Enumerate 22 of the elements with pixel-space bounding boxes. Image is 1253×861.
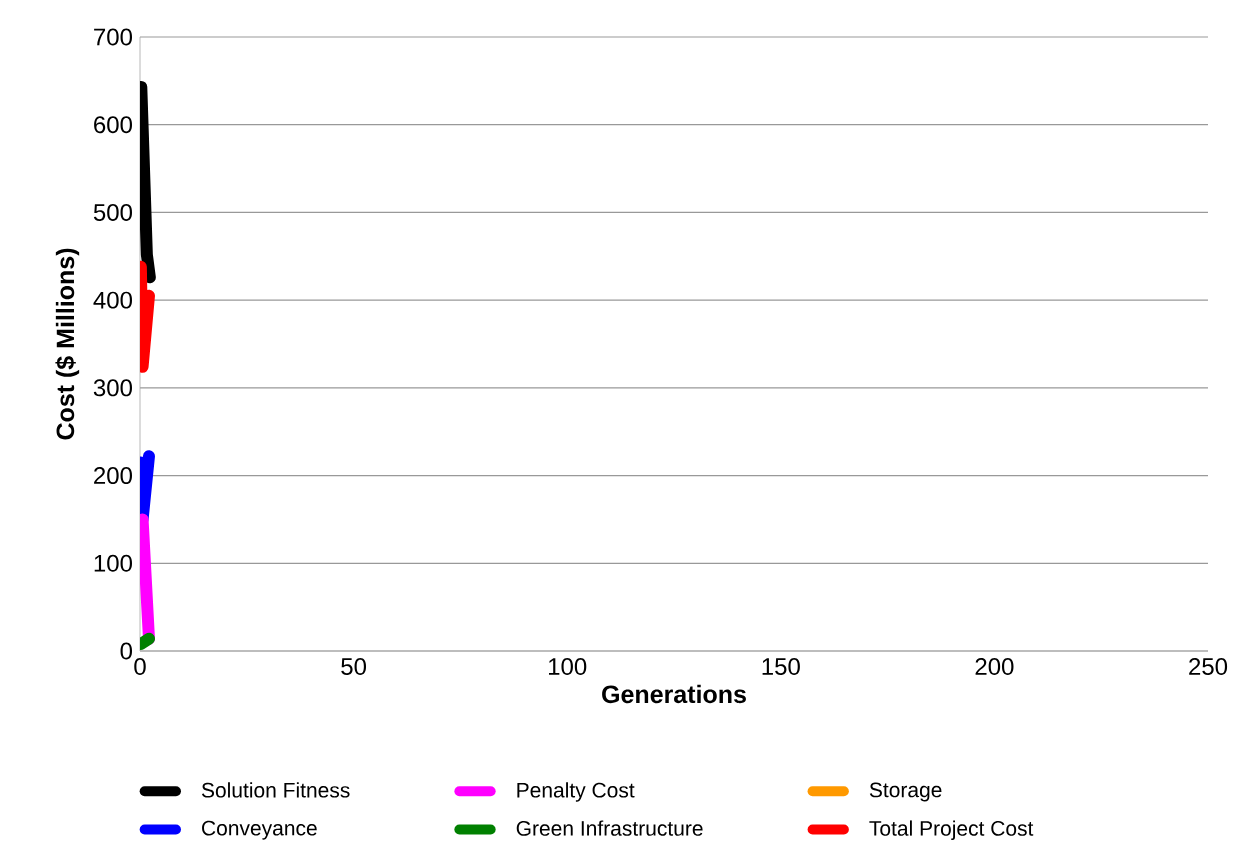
legend-label: Conveyance <box>202 820 317 840</box>
x-axis-title: Generations <box>602 684 746 704</box>
y-tick-label: 100 <box>94 554 133 572</box>
y-tick-label: 300 <box>93 379 133 397</box>
y-tick-label: 700 <box>94 28 133 46</box>
y-tick-label: 400 <box>93 291 133 309</box>
legend-label: Total Project Cost <box>869 820 1034 840</box>
x-tick-label: 100 <box>549 658 587 676</box>
y-tick-label: 500 <box>93 203 133 221</box>
x-tick-label: 200 <box>975 658 1014 676</box>
y-axis-title: Cost ($ Millions) <box>55 248 80 440</box>
x-tick-label: 150 <box>762 658 800 676</box>
legend-label: Storage <box>869 782 942 802</box>
y-tick-label: 0 <box>120 642 133 660</box>
y-tick-label: 600 <box>94 116 133 134</box>
x-tick-label: 50 <box>341 658 367 676</box>
legend-label: Green Infrastructure <box>516 820 703 836</box>
x-tick-label: 0 <box>134 658 146 676</box>
legend-label: Penalty Cost <box>517 782 635 802</box>
legend-label: Solution Fitness <box>201 782 350 798</box>
y-tick-label: 200 <box>94 467 133 485</box>
x-tick-label: 250 <box>1189 658 1228 676</box>
